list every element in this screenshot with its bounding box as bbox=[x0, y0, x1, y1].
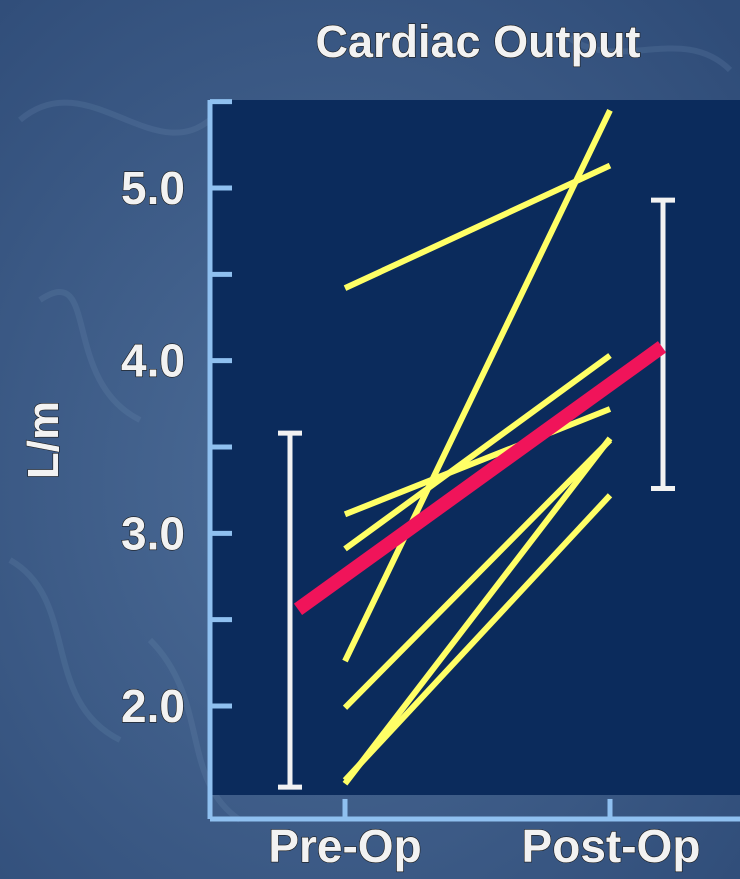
patient-lines bbox=[342, 108, 613, 786]
error-bars bbox=[278, 197, 675, 790]
y-ticks: 2.0 3.0 4.0 5.0 bbox=[120, 99, 232, 733]
plot-area bbox=[210, 100, 740, 795]
error-bar-post-op bbox=[651, 197, 675, 491]
patient-line-7 bbox=[342, 436, 613, 786]
y-tick-label: 4.0 bbox=[121, 335, 185, 387]
y-axis-title-group: L/m bbox=[18, 400, 68, 479]
mean-line-group bbox=[293, 341, 667, 615]
axes bbox=[207, 100, 740, 822]
x-categories: Pre-Op Post-Op bbox=[268, 798, 701, 873]
y-tick-label: 5.0 bbox=[121, 162, 185, 214]
y-axis-label: L/m bbox=[19, 401, 68, 479]
error-bar-pre-op bbox=[278, 430, 302, 790]
patient-line-5 bbox=[342, 437, 613, 710]
y-tick-label: 3.0 bbox=[121, 507, 185, 559]
chart-title: Cardiac Output bbox=[315, 16, 640, 67]
x-category-label: Pre-Op bbox=[268, 820, 421, 872]
patient-line-1 bbox=[343, 162, 612, 291]
patient-line-3 bbox=[343, 406, 612, 518]
y-tick-label: 2.0 bbox=[121, 680, 185, 732]
patient-line-2 bbox=[342, 108, 613, 663]
mean-line bbox=[293, 341, 667, 615]
x-category-label: Post-Op bbox=[522, 820, 701, 872]
patient-line-6 bbox=[342, 493, 613, 783]
patient-line-4 bbox=[343, 353, 612, 552]
